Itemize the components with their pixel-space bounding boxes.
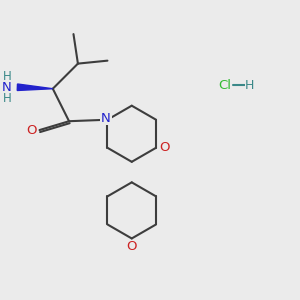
Text: O: O <box>127 240 137 253</box>
Text: N: N <box>101 112 111 125</box>
Text: N: N <box>1 81 11 94</box>
Text: O: O <box>26 124 37 136</box>
Polygon shape <box>17 84 53 91</box>
Text: H: H <box>245 79 255 92</box>
Text: H: H <box>3 70 11 83</box>
Text: O: O <box>159 141 169 154</box>
Text: Cl: Cl <box>218 79 231 92</box>
Text: H: H <box>3 92 11 105</box>
